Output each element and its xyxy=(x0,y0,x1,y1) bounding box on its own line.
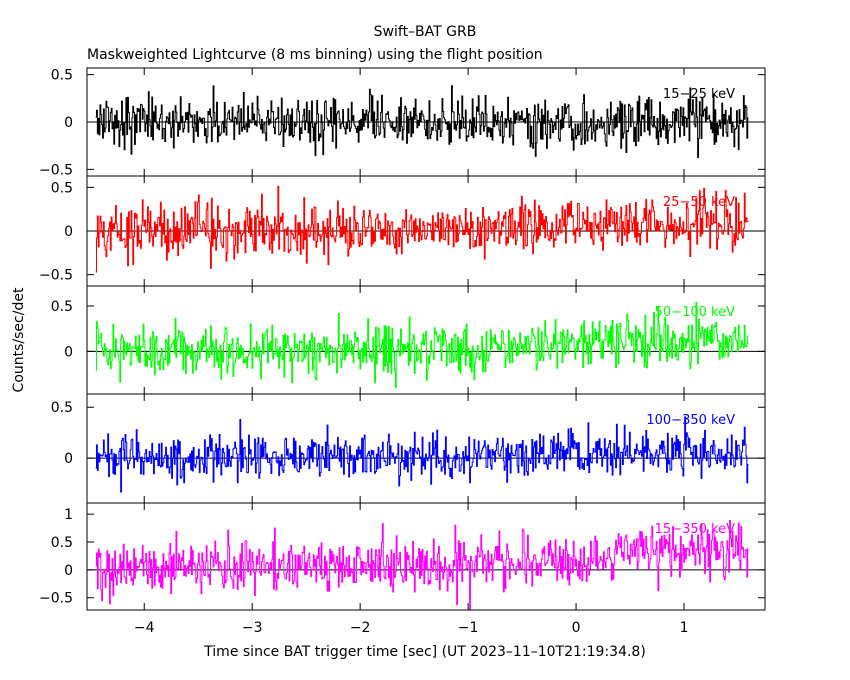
band-label: 25−50 keV xyxy=(663,195,735,210)
panel-3: 50−100 keV 0 0.5 xyxy=(51,285,766,395)
x-tick-label: 1 xyxy=(680,620,689,636)
panel-5: 15−350 keV −0.5 0 0.5 1 xyxy=(39,502,766,611)
panel-4: 100−350 keV 0 0.5 xyxy=(51,393,766,504)
y-axis-label: Counts/sec/det xyxy=(11,287,27,392)
panel-stack: 15−25 keV−0.500.525−50 keV−0.500.550−100… xyxy=(39,67,766,611)
y-tick-label: 0.5 xyxy=(51,180,73,196)
y-tick-label: −0.5 xyxy=(39,591,73,607)
x-tick-label: −1 xyxy=(458,620,479,636)
series-trace-4 xyxy=(95,416,749,493)
y-tick-label: −0.5 xyxy=(39,162,73,178)
x-axis-label: Time since BAT trigger time [sec] (UT 20… xyxy=(203,644,646,660)
band-label: 50−100 keV xyxy=(655,305,735,320)
band-label: 100−350 keV xyxy=(646,413,735,428)
y-tick-label: −0.5 xyxy=(39,268,73,284)
panel-2: 25−50 keV −0.5 0 0.5 xyxy=(39,175,766,287)
y-tick-label: 0.5 xyxy=(51,299,73,315)
y-tick-label: 0.5 xyxy=(51,535,73,551)
x-tick-label: 0 xyxy=(572,620,581,636)
series-trace-2 xyxy=(95,185,749,273)
y-tick-label: 0 xyxy=(64,224,73,240)
x-axis: −4 −3 −2 −1 0 1 xyxy=(134,620,689,636)
x-tick-label: −3 xyxy=(242,620,263,636)
y-tick-label: 0 xyxy=(64,115,73,131)
y-tick-label: 0 xyxy=(64,451,73,467)
series-trace-3 xyxy=(95,301,749,388)
chart-title: Swift–BAT GRB xyxy=(374,24,477,40)
x-tick-label: −2 xyxy=(350,620,371,636)
panel-frame xyxy=(86,502,766,611)
y-tick-label: 1 xyxy=(64,507,73,523)
band-label: 15−350 keV xyxy=(655,522,735,537)
chart-subtitle: Maskweighted Lightcurve (8 ms binning) u… xyxy=(87,47,543,63)
series-trace-1 xyxy=(95,85,749,158)
y-tick-label: 0 xyxy=(64,344,73,360)
y-tick-label: 0.5 xyxy=(51,400,73,416)
series-trace-5 xyxy=(95,520,749,610)
panel-1: 15−25 keV −0.5 0 0.5 xyxy=(39,67,766,178)
x-tick-label: −4 xyxy=(134,620,155,636)
y-tick-label: 0.5 xyxy=(51,68,73,84)
band-label: 15−25 keV xyxy=(663,87,735,102)
y-tick-label: 0 xyxy=(64,563,73,579)
